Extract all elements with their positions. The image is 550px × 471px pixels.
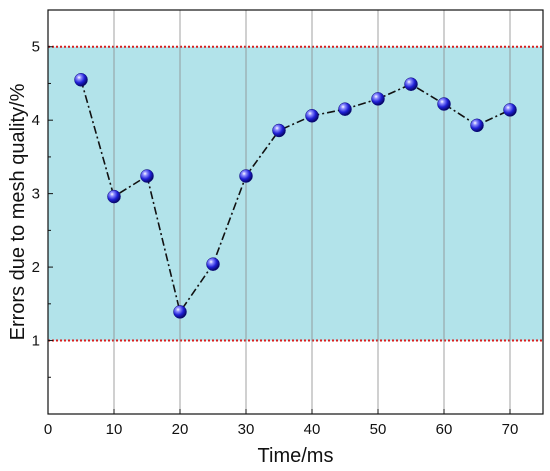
data-point [74, 73, 88, 87]
error-band [48, 46, 543, 341]
y-axis-label: Errors due to mesh quality/% [7, 83, 29, 340]
y-tick-label: 3 [32, 186, 40, 203]
data-point [272, 123, 286, 138]
y-tick-label: 1 [32, 333, 40, 350]
data-point [371, 92, 385, 106]
x-tick-label: 30 [238, 421, 255, 438]
data-point [404, 77, 418, 91]
series-line [80, 79, 511, 314]
x-tick-label: 60 [436, 421, 453, 438]
data-point [206, 257, 220, 271]
y-tick-label: 4 [32, 112, 40, 129]
x-tick-label: 0 [44, 421, 52, 438]
data-point [470, 118, 484, 133]
data-point [140, 169, 154, 183]
data-point [305, 109, 319, 123]
data-point [107, 189, 121, 204]
data-point [338, 102, 352, 116]
x-tick-label: 10 [106, 421, 123, 438]
data-point [239, 169, 253, 183]
x-tick-label: 20 [172, 421, 189, 438]
y-tick-label: 2 [32, 259, 40, 276]
data-point [503, 103, 517, 117]
plot-frame [47, 9, 544, 415]
x-tick-label: 70 [502, 421, 519, 438]
data-point [173, 305, 187, 319]
x-tick-label: 50 [370, 421, 387, 438]
y-tick-label: 5 [32, 39, 40, 56]
x-tick-label: 40 [304, 421, 321, 438]
data-point [437, 97, 451, 111]
x-axis-label: Time/ms [258, 445, 334, 467]
